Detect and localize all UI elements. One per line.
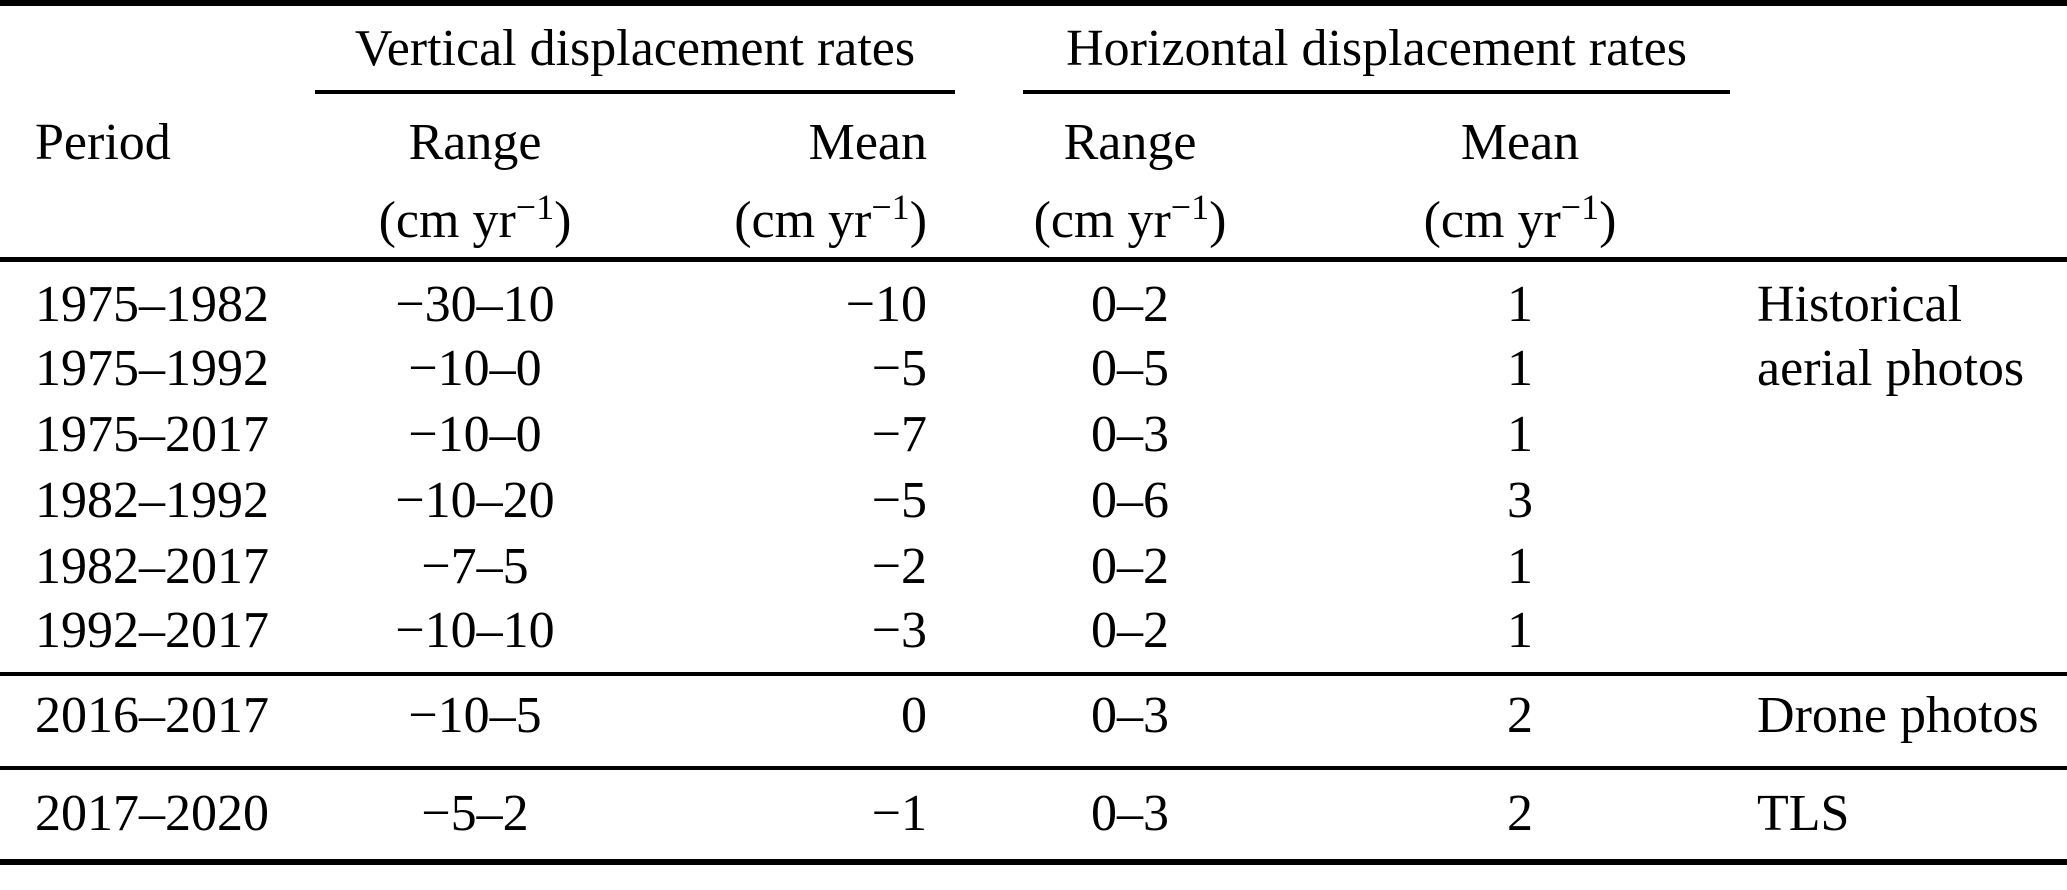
horizontal-mean-cell: 3	[1507, 471, 1534, 529]
vertical-mean-cell: −2	[871, 537, 928, 595]
column-labels-row: Period Range (cm yr−1) Mean (cm yr−1) Ra…	[0, 99, 2067, 262]
horizontal-range-cell: 0–2	[1091, 275, 1170, 333]
vertical-range-cell: −10–20	[395, 471, 555, 529]
source-cell	[1735, 534, 2067, 600]
source-cell	[1735, 402, 2067, 468]
vertical-mean-cell: −7	[871, 405, 928, 463]
horizontal-mean-cell: 1	[1507, 405, 1534, 463]
vertical-mean-cell: −1	[635, 765, 956, 862]
vertical-mean-cell: 0	[635, 671, 956, 768]
period-cell: 2016–2017	[0, 671, 315, 768]
period-column-header: Period	[0, 99, 315, 262]
spanner-spacer	[0, 3, 315, 99]
horizontal-mean-column-header: Mean (cm yr−1)	[1305, 99, 1736, 262]
horizontal-range-cell: 0–6	[1091, 471, 1170, 529]
vertical-group-header: Vertical displacement rates	[315, 3, 956, 99]
group-header-row: Vertical displacement rates Horizontal d…	[0, 3, 2067, 99]
table-row: 1975–1992 −10–0 −5 0–5 1 aerial photos	[0, 336, 2067, 402]
vertical-range-column-header: Range (cm yr−1)	[315, 99, 635, 262]
period-cell: 1992–2017	[35, 601, 269, 659]
horizontal-range-cell: 0–5	[1091, 339, 1170, 397]
horizontal-mean-cell: 2	[1305, 671, 1736, 768]
horizontal-mean-cell: 1	[1507, 537, 1534, 595]
unit-label: (cm yr−1)	[378, 187, 572, 249]
horizontal-range-column-header: Range (cm yr−1)	[955, 99, 1306, 262]
unit-label: (cm yr−1)	[1033, 187, 1227, 249]
horizontal-range-cell: 0–3	[955, 671, 1306, 768]
source-cell	[1735, 468, 2067, 534]
unit-exponent: −1	[1560, 187, 1600, 227]
table-row: 2016–2017 −10–5 0 0–3 2 Drone photos	[0, 671, 2067, 768]
unit-exponent: −1	[515, 187, 555, 227]
source-cell: TLS	[1735, 765, 2067, 862]
table-row: 1975–1982 −30–10 −10 0–2 1 Historical	[0, 259, 2067, 336]
vertical-range-cell: −7–5	[421, 537, 529, 595]
table-row: 1982–2017 −7–5 −2 0–2 1	[0, 534, 2067, 600]
vertical-range-cell: −10–10	[395, 601, 555, 659]
vertical-range-cell: −10–0	[408, 405, 542, 463]
horizontal-mean-cell: 1	[1507, 601, 1534, 659]
spanner-spacer	[1735, 3, 2067, 99]
period-cell: 1975–1992	[35, 339, 269, 397]
horizontal-group-label: Horizontal displacement rates	[1023, 6, 1731, 94]
source-column-header	[1735, 99, 2067, 262]
period-cell: 1982–1992	[35, 471, 269, 529]
horizontal-mean-cell: 1	[1507, 339, 1534, 397]
period-cell: 2017–2020	[0, 765, 315, 862]
table-header: Vertical displacement rates Horizontal d…	[0, 3, 2067, 262]
vertical-mean-cell: −5	[871, 339, 928, 397]
table-row: 2017–2020 −5–2 −1 0–3 2 TLS	[0, 765, 2067, 862]
vertical-range-cell: −5–2	[315, 765, 635, 862]
horizontal-range-cell: 0–3	[955, 765, 1306, 862]
horizontal-range-cell: 0–3	[1091, 405, 1170, 463]
vertical-range-cell: −10–0	[408, 339, 542, 397]
period-cell: 1982–2017	[35, 537, 269, 595]
horizontal-mean-cell: 2	[1305, 765, 1736, 862]
vertical-mean-cell: −5	[871, 471, 928, 529]
source-cell: Drone photos	[1735, 671, 2067, 768]
period-cell: 1975–2017	[35, 405, 269, 463]
table-row: 1975–2017 −10–0 −7 0–3 1	[0, 402, 2067, 468]
horizontal-range-cell: 0–2	[1091, 537, 1170, 595]
displacement-rates-table: Vertical displacement rates Horizontal d…	[0, 0, 2067, 865]
horizontal-mean-cell: 1	[1507, 275, 1534, 333]
horizontal-group-header: Horizontal displacement rates	[955, 3, 1735, 99]
unit-label: (cm yr−1)	[1423, 187, 1617, 249]
table-body: 1975–1982 −30–10 −10 0–2 1 Historical 19…	[0, 259, 2067, 862]
source-cell	[1735, 600, 2067, 674]
vertical-mean-cell: −10	[845, 275, 928, 333]
vertical-mean-cell: −3	[871, 601, 928, 659]
table-row: 1992–2017 −10–10 −3 0–2 1	[0, 600, 2067, 674]
table-row: 1982–1992 −10–20 −5 0–6 3	[0, 468, 2067, 534]
source-cell: Historical	[1757, 275, 1963, 333]
unit-exponent: −1	[871, 187, 910, 227]
period-cell: 1975–1982	[35, 275, 269, 333]
vertical-mean-column-header: Mean (cm yr−1)	[635, 99, 956, 262]
unit-label: (cm yr−1)	[734, 187, 928, 249]
vertical-range-cell: −30–10	[395, 275, 555, 333]
unit-exponent: −1	[1170, 187, 1210, 227]
vertical-group-label: Vertical displacement rates	[315, 6, 956, 94]
vertical-range-cell: −10–5	[315, 671, 635, 768]
source-cell: aerial photos	[1757, 339, 2025, 397]
horizontal-range-cell: 0–2	[1091, 601, 1170, 659]
